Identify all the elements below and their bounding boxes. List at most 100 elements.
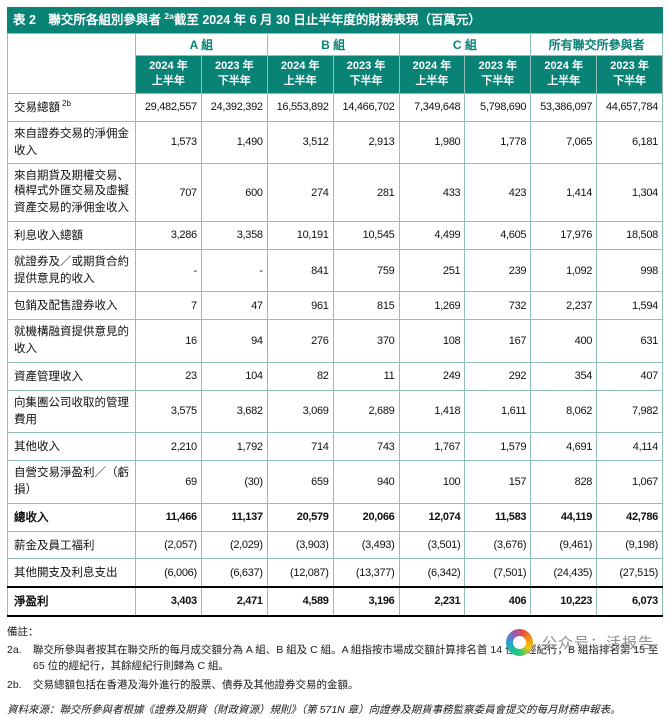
cell-value: (9,198) [596, 530, 663, 560]
cell-value: 2,471 [200, 586, 268, 617]
cell-value: 11 [332, 361, 400, 391]
row-label-text: 薪金及員工福利 [14, 539, 95, 552]
table-row: 來自證券交易的淨佣金收入 1,573 1,490 3,512 2,913 1,9… [7, 120, 663, 165]
cell-value: - [200, 248, 268, 293]
row-label: 其他收入 [7, 432, 136, 462]
cell-value: 69 [135, 460, 202, 504]
cell-value: 4,691 [530, 432, 598, 462]
cell-value: 167 [464, 319, 532, 363]
row-label-text: 其他開支及利息支出 [14, 567, 118, 580]
cell-value: 11,583 [464, 502, 532, 532]
cell-value: 281 [332, 163, 400, 222]
period-header-a-2024h1: 2024 年上半年 [135, 55, 202, 94]
cell-value: 100 [398, 460, 466, 504]
period-header-b-2024h1: 2024 年上半年 [266, 55, 334, 94]
cell-value: 2,210 [135, 432, 202, 462]
cell-value: 400 [530, 319, 598, 363]
cell-value: 1,778 [464, 120, 532, 165]
cell-value: 7,065 [530, 120, 598, 165]
period-half: 下半年 [349, 75, 383, 88]
row-label: 就證券及／或期貨合約提供意見的收入 [7, 248, 136, 293]
row-label-text: 利息收入總額 [14, 229, 83, 242]
cell-value: 16 [135, 319, 202, 363]
period-half: 下半年 [481, 75, 515, 88]
row-label: 自營交易淨盈利／（虧損） [7, 460, 136, 504]
period-header-c-2023h2: 2023 年下半年 [464, 55, 532, 94]
cell-value: 1,092 [530, 248, 598, 293]
cell-value: (3,676) [464, 530, 532, 560]
row-label-text: 淨盈利 [14, 595, 49, 608]
group-header-row: A 組 B 組 C 組 所有聯交所參與者 [7, 33, 663, 94]
cell-value: 1,490 [200, 120, 268, 165]
cell-value: 354 [530, 361, 598, 391]
cell-value: 18,508 [596, 220, 663, 250]
row-label-superscript: 2b [62, 98, 71, 108]
period-half: 上半年 [151, 75, 185, 88]
cell-value: 841 [266, 248, 334, 293]
cell-value: 10,545 [332, 220, 400, 250]
cell-value: 11,466 [135, 502, 202, 532]
table-row: 包銷及配售證券收入 7 47 961 815 1,269 732 2,237 1… [7, 291, 663, 321]
cell-value: 6,181 [596, 120, 663, 165]
period-year: 2024 年 [412, 60, 452, 73]
period-year: 2023 年 [215, 60, 254, 73]
cell-value: 407 [596, 361, 663, 391]
row-label: 向集團公司收取的管理費用 [7, 389, 136, 434]
row-label: 淨盈利 [7, 586, 136, 617]
title-superscript: 2a [164, 11, 174, 21]
cell-value: (2,057) [135, 530, 202, 560]
period-half: 上半年 [415, 75, 449, 88]
table-row: 利息收入總額 3,286 3,358 10,191 10,545 4,499 4… [7, 220, 663, 250]
cell-value: 600 [200, 163, 268, 222]
cell-value: 714 [266, 432, 334, 462]
table-row: 就證券及／或期貨合約提供意見的收入 - - 841 759 251 239 1,… [7, 248, 663, 293]
cell-value: 20,066 [332, 502, 400, 532]
row-label: 就機構融資提供意見的收入 [7, 319, 136, 363]
period-header-all-2024h1: 2024 年上半年 [530, 55, 598, 94]
cell-value: 961 [266, 291, 334, 321]
cell-value: 16,553,892 [266, 92, 334, 122]
cell-value: 292 [464, 361, 532, 391]
table-row: 自營交易淨盈利／（虧損） 69 (30) 659 940 100 157 828… [7, 460, 663, 504]
cell-value: 23 [135, 361, 202, 391]
cell-value: 7,349,648 [398, 92, 466, 122]
cell-value: (6,006) [135, 558, 202, 588]
cell-value: 4,589 [266, 586, 334, 617]
cell-value: 2,689 [332, 389, 400, 434]
group-header-b: B 組 [266, 33, 400, 57]
footnote-2b: 2b. 交易總額包括在香港及海外進行的股票、債券及其他證券交易的金額。 [7, 677, 663, 693]
cell-value: (27,515) [596, 558, 663, 588]
cell-value: 10,223 [530, 586, 598, 617]
cell-value: 732 [464, 291, 532, 321]
row-label-text: 其他收入 [14, 441, 60, 454]
cell-value: 42,786 [596, 502, 663, 532]
cell-value: 3,512 [266, 120, 334, 165]
table-row: 來自期貨及期權交易、槓桿式外匯交易及虛擬資產交易的淨佣金收入 707 600 2… [7, 163, 663, 222]
cell-value: 44,657,784 [596, 92, 663, 122]
table-row: 資產管理收入 23 104 82 11 249 292 354 407 [7, 361, 663, 391]
period-header-b-2023h2: 2023 年下半年 [332, 55, 400, 94]
cell-value: 1,414 [530, 163, 598, 222]
cell-value: 53,386,097 [530, 92, 598, 122]
row-label: 包銷及配售證券收入 [7, 291, 136, 321]
footnote-text: 交易總額包括在香港及海外進行的股票、債券及其他證券交易的金額。 [33, 678, 359, 691]
cell-value: 2,237 [530, 291, 598, 321]
cell-value: 94 [200, 319, 268, 363]
cell-value: 423 [464, 163, 532, 222]
row-label-text: 總收入 [14, 511, 49, 524]
cell-value: 2,913 [332, 120, 400, 165]
group-header-c: C 組 [398, 33, 532, 57]
row-label: 利息收入總額 [7, 220, 136, 250]
cell-value: 10,191 [266, 220, 334, 250]
cell-value: 1,611 [464, 389, 532, 434]
watermark-text: 公众号：活报告 [541, 635, 654, 652]
row-label: 資產管理收入 [7, 361, 136, 391]
row-label: 來自期貨及期權交易、槓桿式外匯交易及虛擬資產交易的淨佣金收入 [7, 163, 136, 222]
row-label-text: 包銷及配售證券收入 [14, 300, 118, 313]
cell-value: 24,392,392 [200, 92, 268, 122]
cell-value: 4,605 [464, 220, 532, 250]
row-label: 其他開支及利息支出 [7, 558, 136, 588]
cell-value: (9,461) [530, 530, 598, 560]
watermark: 公众号：活报告 [505, 629, 654, 656]
table-row: 淨盈利 3,403 2,471 4,589 3,196 2,231 406 10… [7, 586, 663, 617]
